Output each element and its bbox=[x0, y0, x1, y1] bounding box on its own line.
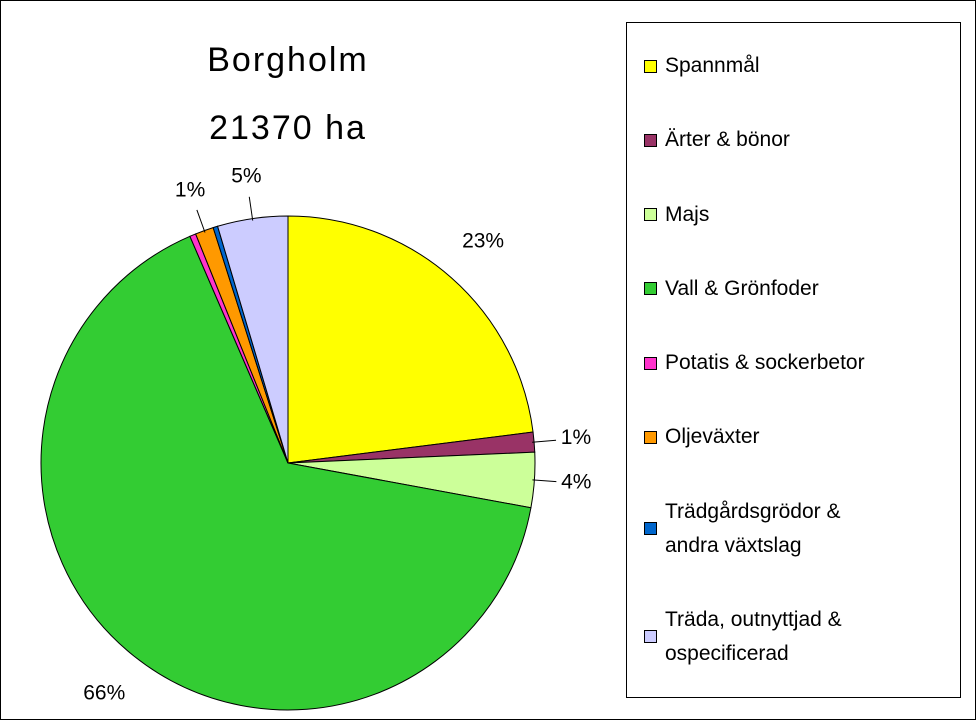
legend-item: Majs bbox=[627, 198, 960, 232]
leader-line bbox=[196, 209, 206, 233]
legend-label: Träda, outnyttjad & ospecificerad bbox=[665, 607, 842, 665]
legend-swatch bbox=[644, 208, 657, 222]
legend-item: Potatis & sockerbetor bbox=[627, 346, 960, 380]
pie-slice bbox=[40, 235, 532, 711]
legend-label: Vall & Grönfoder bbox=[665, 276, 819, 300]
legend-swatch bbox=[644, 133, 657, 147]
data-label: 4% bbox=[561, 471, 591, 494]
leader-line bbox=[532, 439, 557, 443]
legend: Spannmål Ärter & bönor Majs Vall & Grönfode… bbox=[626, 22, 961, 698]
legend-item: Träda, outnyttjad & ospecificerad bbox=[627, 603, 960, 671]
legend-label: Potatis & sockerbetor bbox=[665, 351, 865, 375]
legend-label: Trädgårdsgrödor & andra växtslag bbox=[665, 499, 841, 557]
leader-line bbox=[532, 479, 557, 483]
pie-slice bbox=[287, 215, 534, 464]
legend-item: Ärter & bönor bbox=[627, 123, 960, 157]
legend-label: Spannmål bbox=[665, 54, 760, 78]
legend-label: Oljeväxter bbox=[665, 425, 760, 449]
legend-label: Ärter & bönor bbox=[665, 128, 790, 152]
leader-line bbox=[248, 196, 254, 221]
legend-swatch bbox=[644, 282, 657, 296]
data-label: 66% bbox=[83, 681, 125, 704]
legend-swatch bbox=[644, 522, 657, 536]
legend-swatch bbox=[644, 356, 657, 370]
legend-label: Majs bbox=[665, 202, 710, 226]
legend-swatch bbox=[644, 430, 657, 444]
legend-swatch bbox=[644, 630, 657, 644]
legend-item: Spannmål bbox=[627, 49, 960, 83]
chart-title: Borgholm bbox=[207, 41, 369, 79]
data-label: 23% bbox=[462, 229, 504, 252]
legend-item: Oljeväxter bbox=[627, 420, 960, 454]
legend-swatch bbox=[644, 59, 657, 73]
data-label: 5% bbox=[231, 165, 261, 188]
data-label: 1% bbox=[561, 426, 591, 449]
legend-item: Vall & Grönfoder bbox=[627, 272, 960, 306]
data-label: 1% bbox=[175, 179, 205, 202]
chart-subtitle: 21370 ha bbox=[209, 109, 367, 147]
legend-item: Trädgårdsgrödor & andra växtslag bbox=[627, 495, 960, 563]
